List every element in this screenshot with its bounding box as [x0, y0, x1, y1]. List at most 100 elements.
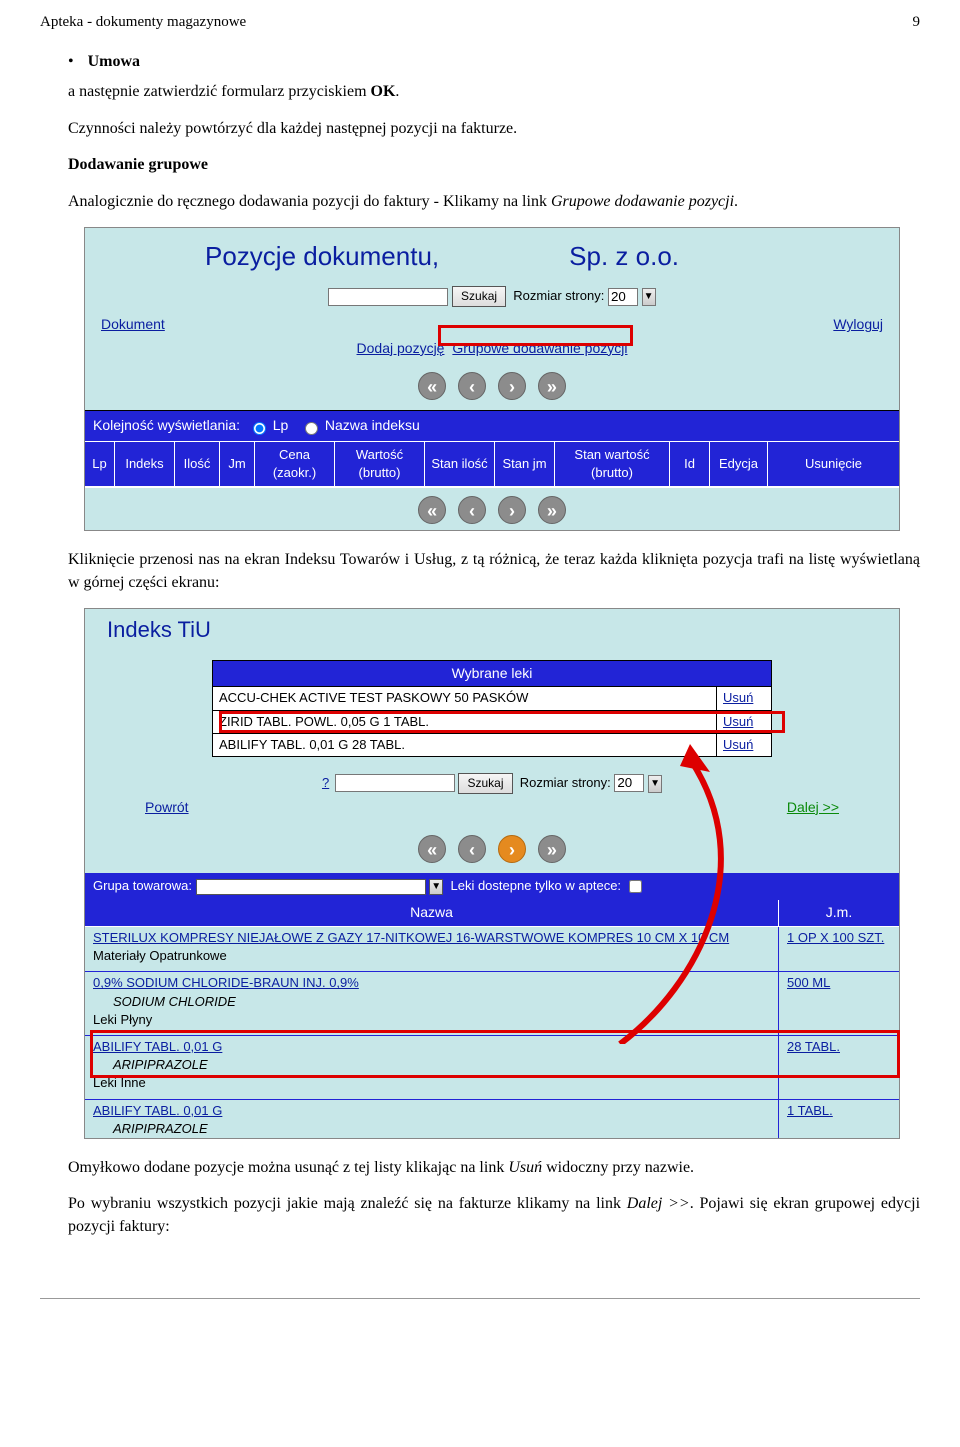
col-stan-wartosc: Stan wartość (brutto)	[555, 442, 670, 486]
item-name: ZIRID TABL. POWL. 0,05 G 1 TABL.	[213, 710, 717, 733]
col-id: Id	[670, 442, 710, 486]
nav-last-icon[interactable]: »	[538, 496, 566, 524]
col-cena: Cena (zaokr.)	[255, 442, 335, 486]
jm-link[interactable]: 28 TABL.	[787, 1039, 840, 1054]
product-category: Leki Inne	[93, 1075, 146, 1090]
screenshot-pozycje-dokumentu: Pozycje dokumentu, Sp. z o.o. Szukaj Roz…	[84, 227, 900, 531]
product-link[interactable]: ABILIFY TABL. 0,01 G	[93, 1038, 770, 1056]
col-stan-jm: Stan jm	[495, 442, 555, 486]
col-stan-ilosc: Stan ilość	[425, 442, 495, 486]
nav-next-icon[interactable]: ›	[498, 372, 526, 400]
nav-last-icon[interactable]: »	[538, 835, 566, 863]
product-row: ABILIFY TABL. 0,01 G ARIPIPRAZOLE Leki I…	[85, 1036, 899, 1100]
bullet-umowa: Umowa	[68, 51, 920, 73]
product-substance: ARIPIPRAZOLE	[93, 1121, 208, 1136]
item-name: ABILIFY TABL. 0,01 G 28 TABL.	[213, 733, 717, 756]
para-4: Kliknięcie przenosi nas na ekran Indeksu…	[68, 549, 920, 594]
item-name: ACCU-CHEK ACTIVE TEST PASKOWY 50 PASKÓW	[213, 687, 717, 710]
nav-prev-icon[interactable]: ‹	[458, 372, 486, 400]
nav-first-icon[interactable]: «	[418, 835, 446, 863]
filter-bar: Grupa towarowa: ▼ Leki dostepne tylko w …	[85, 873, 899, 900]
col-lp: Lp	[85, 442, 115, 486]
forward-link[interactable]: Dalej >>	[787, 798, 839, 818]
dropdown-icon[interactable]: ▼	[429, 879, 443, 895]
jm-link[interactable]: 1 TABL.	[787, 1103, 833, 1118]
screenshot-indeks-tiu: Indeks TiU Wybrane leki ACCU-CHEK ACTIVE…	[84, 608, 900, 1139]
para-2: Czynności należy powtórzyć dla każdej na…	[68, 118, 920, 140]
delete-link[interactable]: Usuń	[723, 737, 753, 752]
shot1-sublinks: Dodaj pozycję Grupowe dodawanie pozycji	[85, 335, 899, 367]
product-link[interactable]: 0,9% SODIUM CHLORIDE-BRAUN INJ. 0,9%	[93, 974, 770, 992]
shot1-title: Pozycje dokumentu, Sp. z o.o.	[85, 228, 899, 284]
page-size-input[interactable]	[608, 288, 638, 306]
para-1: a następnie zatwierdzić formularz przyci…	[68, 81, 920, 103]
size-label: Rozmiar strony:	[520, 775, 611, 790]
page-size-input[interactable]	[614, 774, 644, 792]
search-input[interactable]	[328, 288, 448, 306]
col-nazwa: Nazwa	[85, 900, 779, 926]
selected-items-table: Wybrane leki ACCU-CHEK ACTIVE TEST PASKO…	[212, 660, 772, 757]
nav-prev-icon[interactable]: ‹	[458, 835, 486, 863]
product-substance: ARIPIPRAZOLE	[93, 1057, 208, 1072]
product-substance: SODIUM CHLORIDE	[93, 994, 236, 1009]
link-dokument[interactable]: Dokument	[101, 315, 165, 335]
table-header: Lp Indeks Ilość Jm Cena (zaokr.) Wartość…	[85, 441, 899, 488]
nav-buttons-top: « ‹ › »	[85, 366, 899, 410]
nav-next-icon[interactable]: ›	[498, 835, 526, 863]
group-select[interactable]	[196, 879, 426, 895]
nav-next-icon[interactable]: ›	[498, 496, 526, 524]
nav-first-icon[interactable]: «	[418, 496, 446, 524]
product-row: ABILIFY TABL. 0,01 G ARIPIPRAZOLE 1 TABL…	[85, 1100, 899, 1138]
nav-prev-icon[interactable]: ‹	[458, 496, 486, 524]
product-row: STERILUX KOMPRESY NIEJAŁOWE Z GAZY 17-NI…	[85, 927, 899, 972]
page-number: 9	[913, 12, 921, 33]
sort-bar: Kolejność wyświetlania: Lp Nazwa indeksu	[85, 410, 899, 441]
link-grupowe-dodawanie[interactable]: Grupowe dodawanie pozycji	[452, 340, 627, 356]
product-link[interactable]: STERILUX KOMPRESY NIEJAŁOWE Z GAZY 17-NI…	[93, 929, 770, 947]
pharmacy-only-checkbox[interactable]	[629, 880, 642, 893]
shot2-search-bar: ? Szukaj Rozmiar strony: ▼	[85, 767, 899, 798]
table-row: ZIRID TABL. POWL. 0,05 G 1 TABL. Usuń	[213, 710, 772, 733]
back-link[interactable]: Powrót	[145, 798, 189, 818]
link-wyloguj[interactable]: Wyloguj	[833, 316, 883, 332]
selected-header: Wybrane leki	[213, 660, 772, 687]
dropdown-icon[interactable]: ▼	[642, 288, 656, 306]
header-title: Apteka - dokumenty magazynowe	[40, 12, 246, 33]
nav-buttons: « ‹ › »	[85, 827, 899, 873]
col-usuniecie: Usunięcie	[768, 442, 899, 486]
product-table-header: Nazwa J.m.	[85, 900, 899, 927]
nav-first-icon[interactable]: «	[418, 372, 446, 400]
search-input[interactable]	[335, 774, 455, 792]
product-category: Leki Płyny	[93, 1012, 152, 1027]
table-row: ABILIFY TABL. 0,01 G 28 TABL. Usuń	[213, 733, 772, 756]
search-button[interactable]: Szukaj	[458, 773, 512, 794]
product-link[interactable]: ABILIFY TABL. 0,01 G	[93, 1102, 770, 1120]
radio-lp[interactable]	[253, 422, 266, 435]
nav-last-icon[interactable]: »	[538, 372, 566, 400]
para-3: Analogicznie do ręcznego dodawania pozyc…	[68, 191, 920, 213]
footer-rule	[40, 1298, 920, 1299]
col-indeks: Indeks	[115, 442, 175, 486]
nav-buttons-bottom: « ‹ › »	[85, 488, 899, 530]
shot1-links-row: Dokument Wyloguj	[85, 313, 899, 335]
col-jm: Jm	[220, 442, 255, 486]
para-6: Po wybraniu wszystkich pozycji jakie maj…	[68, 1193, 920, 1238]
col-ilosc: Ilość	[175, 442, 220, 486]
para-5: Omyłkowo dodane pozycje można usunąć z t…	[68, 1157, 920, 1179]
jm-link[interactable]: 500 ML	[787, 975, 830, 990]
help-link[interactable]: ?	[322, 775, 329, 790]
product-category: Materiały Opatrunkowe	[93, 948, 227, 963]
jm-link[interactable]: 1 OP X 100 SZT.	[787, 930, 884, 945]
product-row: 0,9% SODIUM CHLORIDE-BRAUN INJ. 0,9% SOD…	[85, 972, 899, 1036]
page-header: Apteka - dokumenty magazynowe 9	[40, 12, 920, 33]
radio-nazwa[interactable]	[305, 422, 318, 435]
link-dodaj-pozycje[interactable]: Dodaj pozycję	[357, 340, 445, 356]
delete-link[interactable]: Usuń	[723, 690, 753, 705]
dropdown-icon[interactable]: ▼	[648, 775, 662, 793]
col-jm: J.m.	[779, 900, 899, 926]
search-button[interactable]: Szukaj	[452, 286, 506, 307]
delete-link[interactable]: Usuń	[723, 714, 753, 729]
col-edycja: Edycja	[710, 442, 768, 486]
shot2-nav-links: Powrót Dalej >>	[85, 798, 899, 828]
heading-dodawanie: Dodawanie grupowe	[68, 154, 920, 176]
